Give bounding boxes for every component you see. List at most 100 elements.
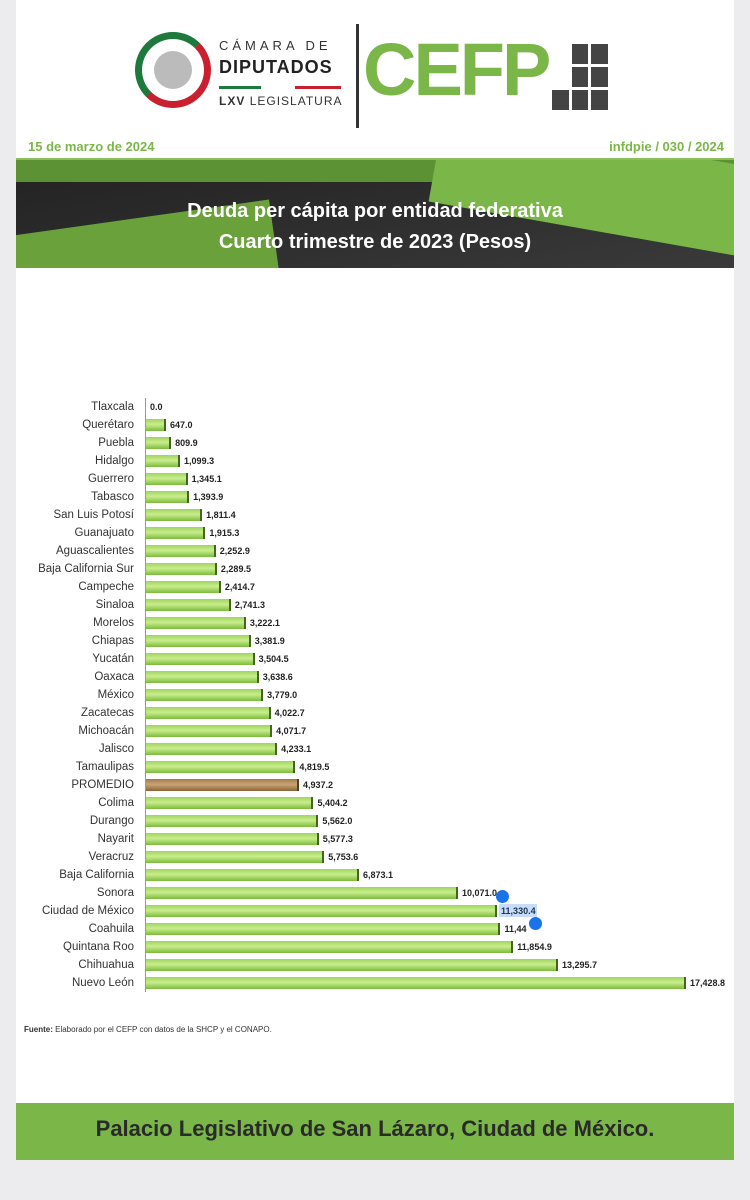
- bar: [146, 455, 181, 467]
- category-label: Campeche: [78, 581, 134, 593]
- data-label: 11,854.9: [517, 942, 552, 952]
- chart-title: Deuda per cápita por entidad federativa: [187, 200, 563, 222]
- cefp-grid-icon: [552, 44, 608, 110]
- title-banner: Deuda per cápita por entidad federativa …: [16, 160, 734, 268]
- data-label: 3,504.5: [258, 654, 289, 664]
- data-label: 4,071.7: [276, 726, 307, 736]
- data-label: 647.0: [170, 420, 193, 430]
- bar: [146, 905, 498, 917]
- category-label: San Luis Potosí: [53, 509, 134, 521]
- logo-line1: CÁMARA DE: [219, 38, 332, 53]
- category-label: Yucatán: [92, 653, 134, 665]
- selection-handle-end[interactable]: [529, 917, 542, 930]
- data-label: 4,022.7: [274, 708, 305, 718]
- bar: [146, 689, 264, 701]
- data-label: 2,252.9: [219, 546, 250, 556]
- bar: [146, 653, 255, 665]
- data-label: 3,638.6: [262, 672, 293, 682]
- category-label: Sonora: [96, 887, 134, 899]
- report-reference: infdpie / 030 / 2024: [609, 139, 724, 154]
- header-rule: [16, 158, 734, 160]
- source-note: Fuente: Elaborado por el CEFP con datos …: [24, 1025, 272, 1034]
- bar: [146, 743, 278, 755]
- chart-subtitle: Cuarto trimestre de 2023 (Pesos): [218, 231, 532, 253]
- category-label: Baja California: [59, 869, 134, 881]
- bar: [146, 581, 221, 593]
- bar: [146, 959, 558, 971]
- category-label: Guanajuato: [74, 527, 134, 539]
- category-label: Guerrero: [87, 473, 134, 485]
- category-label: Baja California Sur: [38, 563, 134, 575]
- category-label: Morelos: [93, 617, 134, 629]
- logo-line3: LXV LEGISLATURA: [219, 94, 343, 108]
- bar: [146, 545, 216, 557]
- data-label: 4,819.5: [299, 762, 330, 772]
- selection-handle-start[interactable]: [496, 890, 509, 903]
- data-label: 2,289.5: [220, 564, 251, 574]
- data-label: 4,937.2: [302, 780, 333, 790]
- data-label: 1,345.1: [191, 474, 222, 484]
- bar-chart: Tlaxcala 0.0 Querétaro 647.0 Puebla 809.9 Hida…: [38, 398, 725, 992]
- data-label: 3,381.9: [254, 636, 285, 646]
- bar: [146, 761, 296, 773]
- data-label: 5,404.2: [317, 798, 348, 808]
- data-label: 11,330.4: [501, 906, 536, 916]
- category-label: México: [97, 689, 134, 701]
- data-label: 6,873.1: [362, 870, 393, 880]
- data-label: 1,915.3: [209, 528, 240, 538]
- category-label: Veracruz: [88, 851, 134, 863]
- logo-line2: DIPUTADOS: [219, 57, 333, 77]
- bar: [146, 509, 203, 521]
- category-label: Quintana Roo: [63, 941, 134, 953]
- bar: [146, 725, 273, 737]
- category-label: Sinaloa: [95, 599, 134, 611]
- bar: [146, 671, 259, 683]
- data-label: 0.0: [150, 402, 163, 412]
- category-label: Nuevo León: [71, 977, 134, 989]
- bar: [146, 617, 246, 629]
- camara-diputados-logo: CÁMARA DE DIPUTADOS LXV LEGISLATURA: [135, 22, 350, 122]
- category-label: Chiapas: [91, 635, 134, 647]
- data-label: 2,741.3: [234, 600, 265, 610]
- cefp-logo: CEFP: [363, 28, 551, 111]
- bar: [146, 527, 206, 539]
- bar: [146, 635, 251, 647]
- data-label: 5,577.3: [322, 834, 353, 844]
- text-selection: [499, 904, 537, 917]
- category-label: Chihuahua: [78, 959, 134, 971]
- category-label: Jalisco: [98, 743, 134, 755]
- category-label: Aguascalientes: [56, 545, 134, 557]
- category-label: Tabasco: [91, 491, 134, 503]
- category-label: Nayarit: [97, 833, 134, 845]
- category-label: Tamaulipas: [75, 761, 134, 773]
- national-seal-icon: [135, 32, 211, 108]
- bar: [146, 797, 314, 809]
- category-label: Puebla: [98, 437, 134, 449]
- category-label: Coahuila: [88, 923, 134, 935]
- red-stripe: [295, 86, 341, 89]
- average-bar: [146, 779, 299, 791]
- bar: [146, 707, 271, 719]
- report-date: 15 de marzo de 2024: [28, 139, 155, 154]
- category-axis: [145, 398, 146, 992]
- data-label: 4,233.1: [281, 744, 312, 754]
- data-label: 5,562.0: [322, 816, 353, 826]
- data-label: 1,393.9: [193, 492, 224, 502]
- bar: [146, 563, 217, 575]
- category-label: Colima: [98, 797, 134, 809]
- data-label: 1,099.3: [184, 456, 215, 466]
- bar: [146, 815, 319, 827]
- category-label: Querétaro: [82, 419, 134, 431]
- footer-text: Palacio Legislativo de San Lázaro, Ciuda…: [95, 1116, 655, 1141]
- bar: [146, 923, 501, 935]
- bar: [146, 419, 167, 431]
- category-label: Ciudad de México: [41, 905, 134, 917]
- data-label: 2,414.7: [224, 582, 255, 592]
- category-label: Tlaxcala: [91, 401, 134, 413]
- data-label: 1,811.4: [206, 510, 236, 520]
- bar: [146, 941, 514, 953]
- bar: [146, 833, 319, 845]
- green-stripe: [219, 86, 261, 89]
- category-label: Oaxaca: [94, 671, 134, 683]
- category-label: Michoacán: [78, 725, 134, 737]
